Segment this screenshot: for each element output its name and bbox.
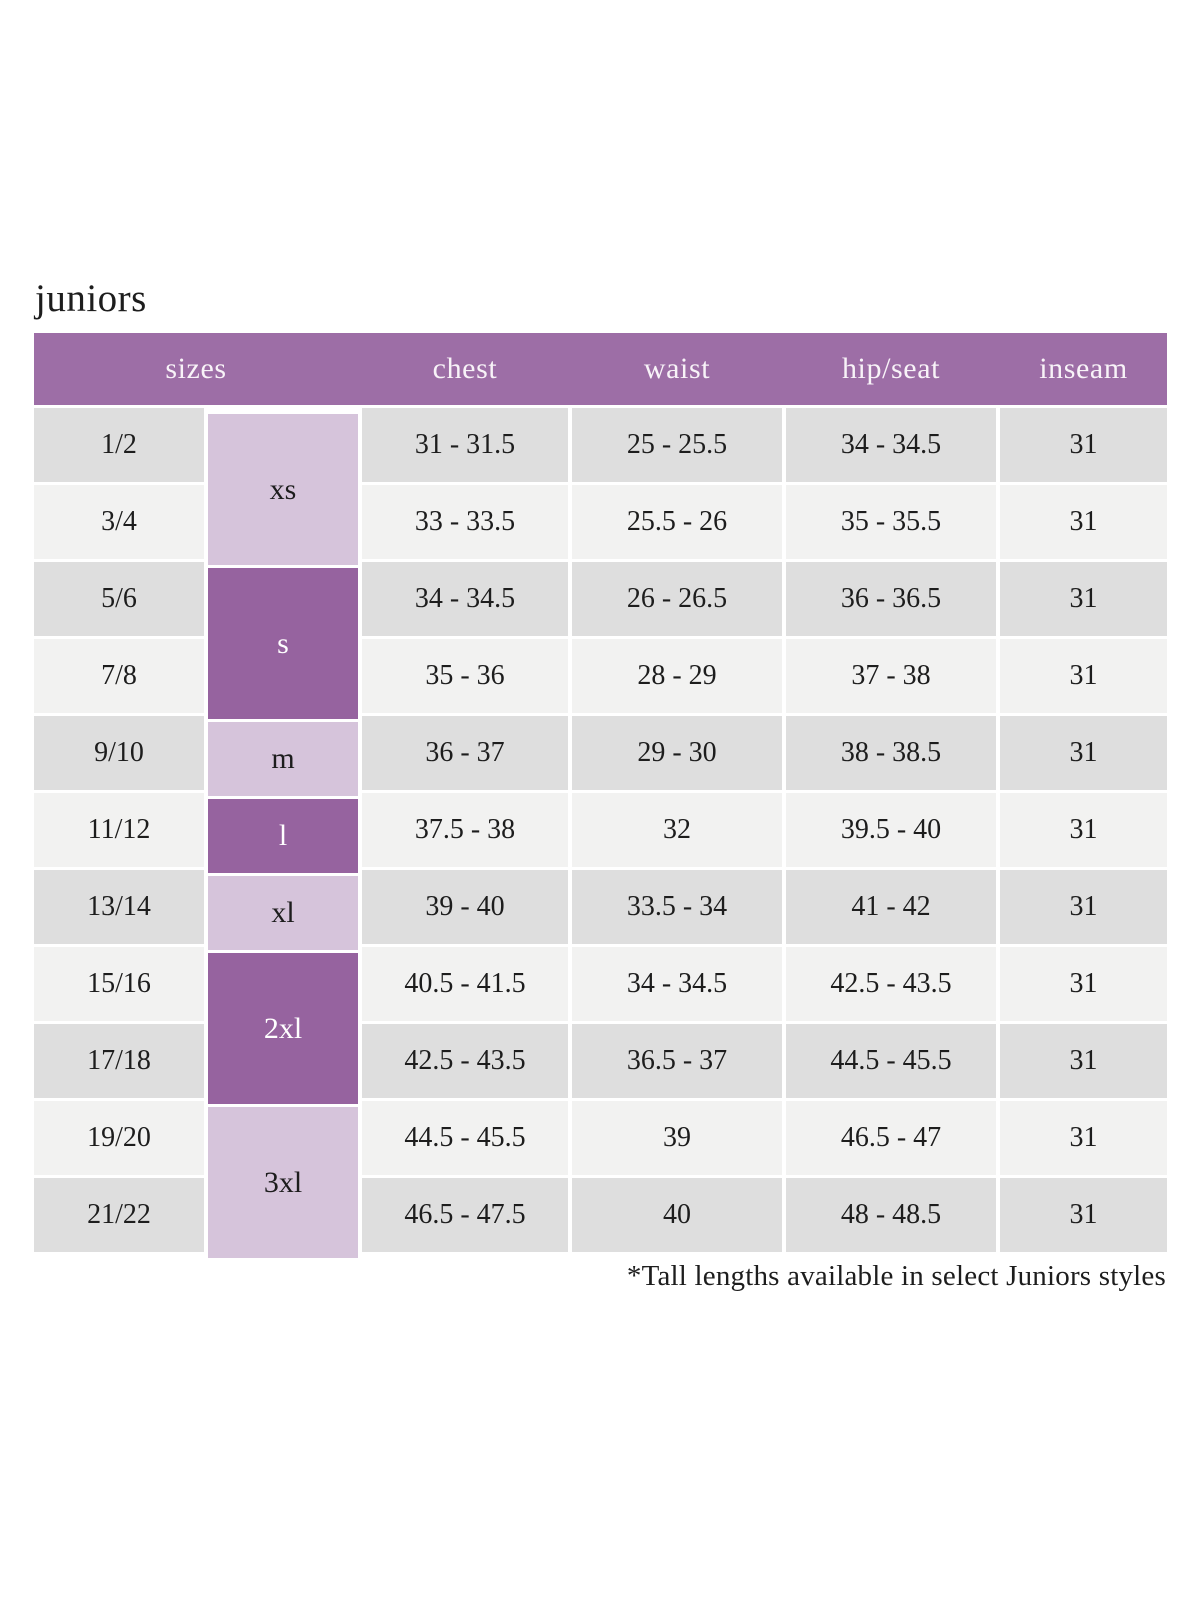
inseam-cell: 31 [1000, 716, 1167, 790]
inseam-cell: 31 [1000, 408, 1167, 482]
waist-cell: 36.5 - 37 [572, 1024, 782, 1098]
size-group-cell-xl: xl [208, 876, 358, 950]
chest-cell: 36 - 37 [362, 716, 568, 790]
hip-seat-cell: 39.5 - 40 [786, 793, 996, 867]
waist-cell: 26 - 26.5 [572, 562, 782, 636]
size-cell: 9/10 [34, 716, 204, 790]
inseam-cell: 31 [1000, 1101, 1167, 1175]
hip-seat-cell: 37 - 38 [786, 639, 996, 713]
inseam-cell: 31 [1000, 1024, 1167, 1098]
waist-cell: 34 - 34.5 [572, 947, 782, 1021]
inseam-cell: 31 [1000, 485, 1167, 559]
juniors-size-chart: sizes chest waist hip/seat inseam 1/2 31 - 31… [34, 333, 1167, 1258]
chest-cell: 42.5 - 43.5 [362, 1024, 568, 1098]
waist-cell: 25 - 25.5 [572, 408, 782, 482]
hip-seat-cell: 35 - 35.5 [786, 485, 996, 559]
inseam-cell: 31 [1000, 1178, 1167, 1252]
table-body: 1/2 31 - 31.5 25 - 25.5 34 - 34.5 31 3/4 33 - … [34, 408, 1167, 1258]
hip-seat-cell: 46.5 - 47 [786, 1101, 996, 1175]
inseam-cell: 31 [1000, 639, 1167, 713]
column-header-chest: chest [432, 352, 498, 385]
waist-cell: 29 - 30 [572, 716, 782, 790]
column-header-hip-seat: hip/seat [841, 352, 941, 385]
inseam-cell: 31 [1000, 562, 1167, 636]
chest-cell: 46.5 - 47.5 [362, 1178, 568, 1252]
size-cell: 17/18 [34, 1024, 204, 1098]
size-cell: 15/16 [34, 947, 204, 1021]
hip-seat-cell: 44.5 - 45.5 [786, 1024, 996, 1098]
inseam-cell: 31 [1000, 793, 1167, 867]
inseam-cell: 31 [1000, 870, 1167, 944]
hip-seat-cell: 38 - 38.5 [786, 716, 996, 790]
chest-cell: 40.5 - 41.5 [362, 947, 568, 1021]
inseam-cell: 31 [1000, 947, 1167, 1021]
chest-cell: 44.5 - 45.5 [362, 1101, 568, 1175]
waist-cell: 28 - 29 [572, 639, 782, 713]
hip-seat-cell: 41 - 42 [786, 870, 996, 944]
hip-seat-cell: 48 - 48.5 [786, 1178, 996, 1252]
chest-cell: 33 - 33.5 [362, 485, 568, 559]
chest-cell: 31 - 31.5 [362, 408, 568, 482]
size-cell: 19/20 [34, 1101, 204, 1175]
page-title: juniors [35, 277, 147, 320]
size-cell: 7/8 [34, 639, 204, 713]
table-header-row: sizes chest waist hip/seat inseam [34, 333, 1167, 405]
size-group-cell-l: l [208, 799, 358, 873]
size-cell: 5/6 [34, 562, 204, 636]
size-group-cell-s: s [208, 568, 358, 719]
chest-cell: 35 - 36 [362, 639, 568, 713]
tall-lengths-footnote: *Tall lengths available in select Junior… [626, 1260, 1166, 1292]
hip-seat-cell: 42.5 - 43.5 [786, 947, 996, 1021]
size-group-cell-3xl: 3xl [208, 1107, 358, 1258]
size-cell: 13/14 [34, 870, 204, 944]
waist-cell: 25.5 - 26 [572, 485, 782, 559]
waist-cell: 40 [572, 1178, 782, 1252]
size-cell: 1/2 [34, 408, 204, 482]
column-header-sizes: sizes [165, 352, 227, 385]
size-group-cell-2xl: 2xl [208, 953, 358, 1104]
size-cell: 11/12 [34, 793, 204, 867]
size-cell: 21/22 [34, 1178, 204, 1252]
waist-cell: 39 [572, 1101, 782, 1175]
waist-cell: 33.5 - 34 [572, 870, 782, 944]
hip-seat-cell: 36 - 36.5 [786, 562, 996, 636]
chest-cell: 37.5 - 38 [362, 793, 568, 867]
column-header-inseam: inseam [1039, 352, 1128, 385]
size-group-cell-m: m [208, 722, 358, 796]
hip-seat-cell: 34 - 34.5 [786, 408, 996, 482]
chest-cell: 39 - 40 [362, 870, 568, 944]
waist-cell: 32 [572, 793, 782, 867]
size-cell: 3/4 [34, 485, 204, 559]
column-header-waist: waist [643, 352, 711, 385]
chest-cell: 34 - 34.5 [362, 562, 568, 636]
size-group-cell-xs: xs [208, 414, 358, 565]
